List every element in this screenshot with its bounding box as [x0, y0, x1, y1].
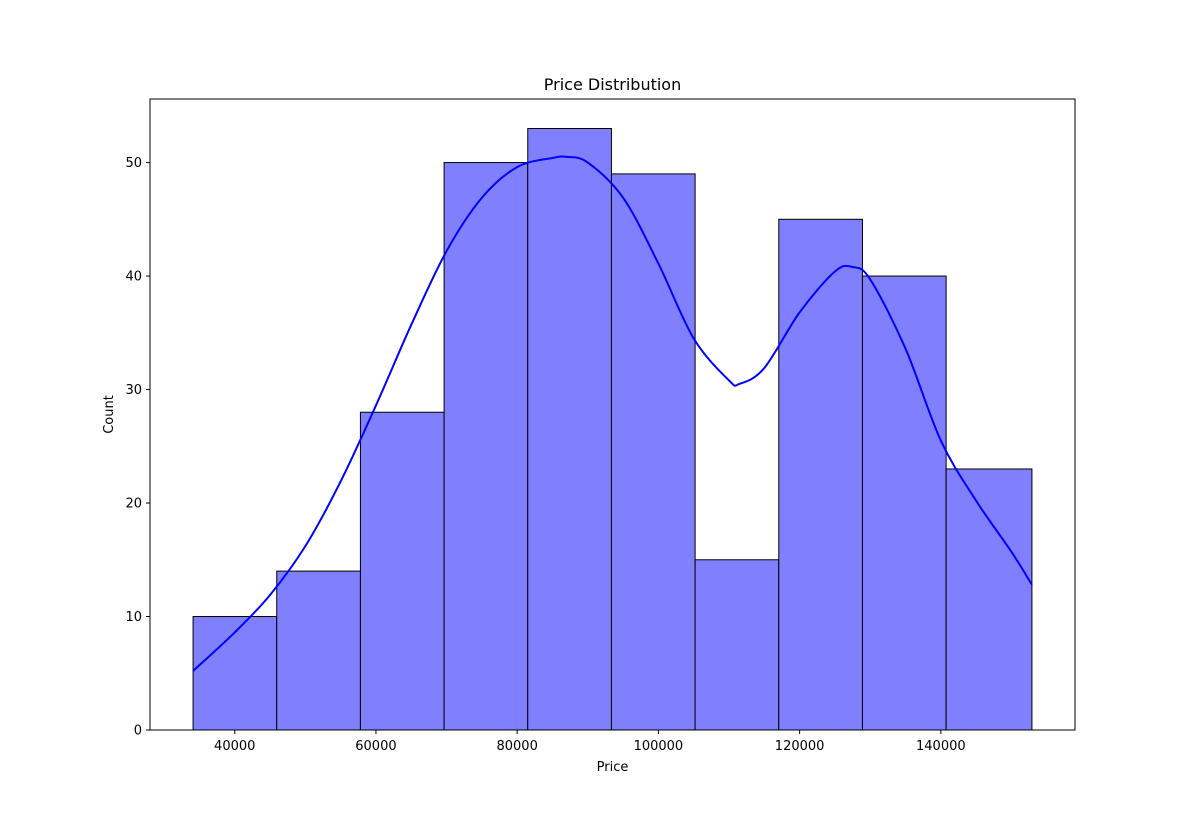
histogram-bar-7 [694, 559, 780, 731]
y-tick-label: 10 [125, 610, 142, 625]
histogram-bar-5 [527, 128, 612, 731]
histogram-bar-4 [443, 162, 529, 731]
x-tick-label: 120000 [775, 739, 825, 754]
y-axis-ticks: 0 10 20 30 40 50 [125, 156, 150, 739]
kde-line [192, 155, 1033, 672]
x-tick-label: 100000 [634, 739, 684, 754]
chart-title: Price Distribution [544, 75, 681, 94]
y-tick-label: 40 [125, 270, 142, 285]
histogram-bar-8 [778, 218, 863, 731]
histogram-bar-10 [945, 468, 1033, 731]
histogram-bar-3 [359, 411, 445, 731]
x-tick-label: 140000 [916, 739, 966, 754]
plot-frame [149, 98, 1076, 731]
y-tick-label: 20 [125, 497, 142, 512]
x-tick-label: 80000 [496, 739, 537, 754]
x-tick-label: 60000 [355, 739, 396, 754]
histogram-bar-2 [276, 570, 361, 731]
y-tick-label: 0 [134, 724, 142, 739]
y-tick-label: 30 [125, 383, 142, 398]
histogram-bars [192, 128, 1033, 731]
x-tick-label: 40000 [214, 739, 255, 754]
histogram-bar-1 [192, 616, 278, 731]
y-tick-label: 50 [125, 156, 142, 171]
histogram-bar-6 [610, 173, 696, 731]
histogram-bar-9 [861, 275, 947, 731]
x-axis-ticks: 40000 60000 80000 100000 120000 140000 [214, 730, 966, 754]
x-axis-label: Price [597, 760, 629, 775]
y-axis-label: Count [102, 395, 117, 434]
